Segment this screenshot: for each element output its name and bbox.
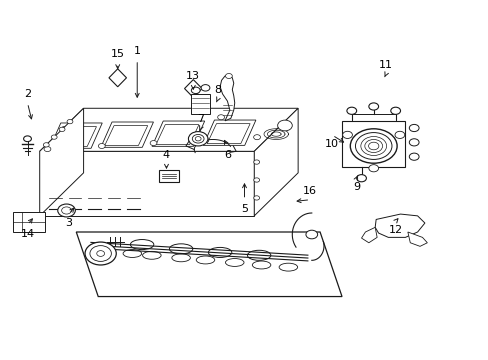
Polygon shape: [407, 232, 427, 246]
Circle shape: [408, 125, 418, 132]
Polygon shape: [40, 108, 83, 216]
Text: 10: 10: [325, 139, 339, 149]
Text: 5: 5: [241, 204, 247, 214]
Polygon shape: [109, 69, 126, 87]
Circle shape: [355, 132, 391, 159]
Circle shape: [360, 136, 386, 156]
Text: 2: 2: [24, 89, 31, 99]
Text: 4: 4: [163, 150, 170, 160]
Text: 9: 9: [352, 182, 360, 192]
Polygon shape: [254, 108, 298, 216]
Circle shape: [98, 144, 105, 149]
Circle shape: [44, 147, 51, 152]
Circle shape: [253, 160, 259, 164]
Polygon shape: [13, 212, 44, 232]
Circle shape: [192, 134, 203, 143]
Polygon shape: [220, 75, 234, 121]
Circle shape: [51, 135, 57, 139]
Circle shape: [201, 85, 209, 91]
Text: 7: 7: [197, 114, 204, 124]
Circle shape: [349, 129, 396, 163]
Text: 14: 14: [20, 229, 35, 239]
Circle shape: [67, 120, 73, 124]
Circle shape: [59, 127, 65, 131]
Polygon shape: [341, 121, 405, 167]
Polygon shape: [49, 123, 102, 148]
Text: 6: 6: [224, 150, 230, 160]
Text: 16: 16: [303, 186, 317, 196]
Text: 13: 13: [186, 71, 200, 81]
Circle shape: [191, 87, 200, 94]
Circle shape: [368, 142, 378, 150]
Circle shape: [253, 196, 259, 200]
Polygon shape: [40, 108, 298, 151]
Circle shape: [364, 139, 382, 153]
Circle shape: [253, 178, 259, 182]
Polygon shape: [40, 151, 254, 216]
Circle shape: [390, 107, 400, 114]
Polygon shape: [76, 232, 341, 297]
Polygon shape: [203, 120, 255, 145]
Polygon shape: [104, 126, 147, 145]
Circle shape: [202, 138, 208, 143]
Circle shape: [85, 242, 116, 265]
Circle shape: [97, 251, 104, 256]
Circle shape: [346, 107, 356, 114]
Polygon shape: [184, 80, 202, 98]
Polygon shape: [101, 122, 153, 147]
Circle shape: [58, 204, 75, 217]
Circle shape: [61, 207, 71, 214]
Text: 15: 15: [110, 49, 124, 59]
Circle shape: [253, 135, 260, 140]
Circle shape: [23, 136, 31, 141]
Circle shape: [277, 120, 292, 131]
Circle shape: [368, 103, 378, 110]
Circle shape: [195, 136, 201, 141]
Polygon shape: [207, 124, 250, 144]
Polygon shape: [159, 170, 178, 182]
Circle shape: [305, 230, 317, 239]
Text: 12: 12: [388, 225, 402, 235]
Polygon shape: [53, 127, 96, 147]
Polygon shape: [361, 227, 376, 243]
Circle shape: [217, 115, 224, 120]
Text: 1: 1: [133, 46, 141, 56]
Circle shape: [90, 246, 111, 261]
Circle shape: [150, 140, 157, 145]
Circle shape: [43, 143, 49, 147]
Polygon shape: [156, 125, 199, 145]
Text: 8: 8: [214, 85, 221, 95]
Circle shape: [356, 175, 366, 182]
Circle shape: [408, 153, 418, 160]
Polygon shape: [190, 94, 210, 114]
Circle shape: [408, 139, 418, 146]
Text: 3: 3: [65, 218, 72, 228]
Circle shape: [225, 73, 232, 78]
Text: 11: 11: [378, 60, 392, 70]
Polygon shape: [152, 121, 204, 146]
Polygon shape: [374, 214, 424, 237]
Circle shape: [342, 131, 352, 139]
Circle shape: [188, 132, 207, 146]
Circle shape: [394, 131, 404, 139]
Circle shape: [368, 165, 378, 172]
